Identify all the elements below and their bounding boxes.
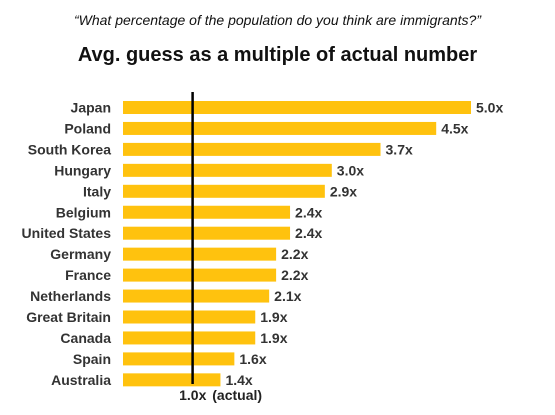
category-label: Belgium — [56, 204, 111, 220]
value-label: 4.5x — [441, 120, 468, 136]
category-label: Germany — [50, 246, 111, 262]
value-label: 2.9x — [330, 183, 357, 199]
bar — [123, 373, 221, 387]
value-label: 2.2x — [281, 246, 308, 262]
category-label: Italy — [83, 183, 111, 199]
category-label: Great Britain — [26, 309, 111, 325]
category-label: Poland — [64, 120, 111, 136]
reference-line-label: 1.0x (actual) — [179, 387, 262, 403]
category-label: Canada — [60, 330, 111, 346]
chart-subtitle: “What percentage of the population do yo… — [73, 12, 481, 28]
value-label: 2.4x — [295, 225, 322, 241]
bar — [123, 247, 277, 261]
reference-line-text: (actual) — [212, 387, 262, 403]
value-label: 1.9x — [260, 309, 287, 325]
value-label: 3.7x — [386, 141, 413, 157]
bar — [123, 184, 325, 198]
value-label: 5.0x — [476, 100, 503, 116]
value-label: 2.2x — [281, 267, 308, 283]
category-label: France — [65, 267, 111, 283]
value-label: 2.1x — [274, 288, 301, 304]
value-label: 1.6x — [239, 351, 266, 367]
category-label: Japan — [71, 100, 111, 116]
category-label: Netherlands — [30, 288, 111, 304]
bars-layer: Japan 5.0x Poland 4.5x South Korea 3.7x Hungar… — [22, 100, 504, 388]
bar — [123, 268, 277, 282]
value-label: 2.4x — [295, 204, 322, 220]
category-label: South Korea — [28, 141, 111, 157]
bar — [123, 101, 471, 114]
reference-line-value: 1.0x — [179, 387, 206, 403]
bar — [123, 205, 291, 219]
chart-title: Avg. guess as a multiple of actual numbe… — [77, 44, 478, 66]
bar — [123, 142, 381, 156]
category-label: Spain — [73, 351, 111, 367]
bar — [123, 289, 270, 303]
value-label: 3.0x — [337, 162, 364, 178]
bar — [123, 331, 256, 345]
category-label: United States — [22, 225, 112, 241]
bar — [123, 310, 256, 324]
value-label: 1.9x — [260, 330, 287, 346]
bar — [123, 121, 437, 135]
bar — [123, 163, 332, 177]
bar — [123, 352, 235, 366]
value-label: 1.4x — [225, 372, 252, 388]
category-label: Australia — [51, 372, 111, 388]
bar — [123, 226, 291, 240]
category-label: Hungary — [54, 162, 111, 178]
